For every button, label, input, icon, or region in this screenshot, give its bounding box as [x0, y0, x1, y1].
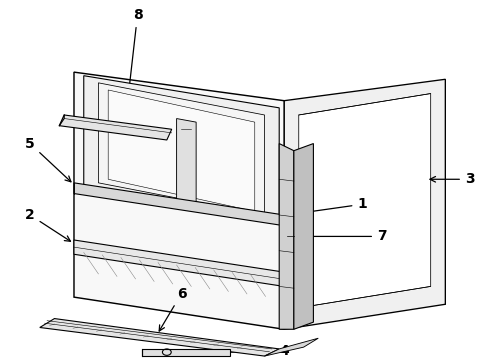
Text: 6: 6	[159, 287, 186, 331]
Text: 3: 3	[430, 172, 475, 186]
Text: 8: 8	[126, 8, 143, 96]
Polygon shape	[98, 83, 265, 215]
Polygon shape	[74, 72, 284, 329]
Text: 9: 9	[187, 129, 211, 162]
Polygon shape	[176, 118, 196, 211]
Text: 7: 7	[308, 229, 387, 243]
Text: 5: 5	[25, 136, 71, 182]
Polygon shape	[40, 319, 279, 356]
Polygon shape	[284, 79, 445, 329]
Text: 4: 4	[220, 344, 289, 358]
Polygon shape	[59, 115, 172, 140]
Polygon shape	[108, 90, 255, 211]
Polygon shape	[84, 76, 279, 222]
Text: 1: 1	[291, 197, 367, 216]
Polygon shape	[279, 144, 294, 329]
Polygon shape	[74, 240, 284, 287]
Polygon shape	[74, 183, 284, 226]
Polygon shape	[265, 338, 318, 356]
Polygon shape	[294, 144, 314, 329]
Polygon shape	[143, 348, 230, 356]
Text: 2: 2	[25, 208, 71, 241]
Polygon shape	[299, 94, 431, 308]
